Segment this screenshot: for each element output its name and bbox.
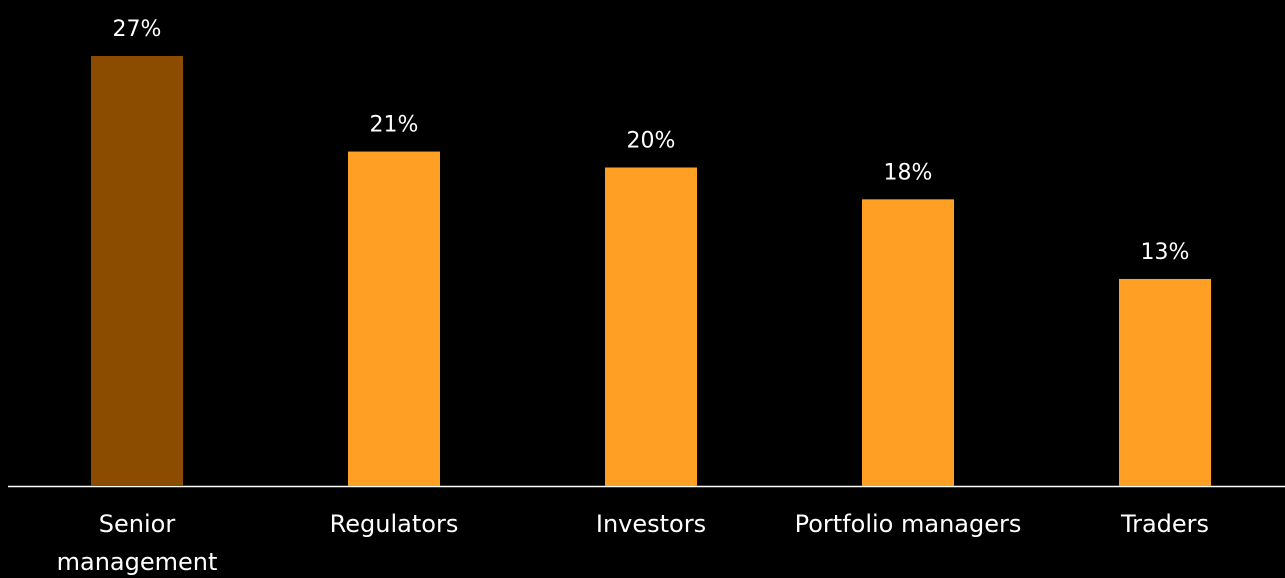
- value-label: 13%: [1141, 240, 1190, 265]
- x-tick-label-line: Senior: [99, 510, 176, 538]
- value-label: 18%: [884, 160, 933, 185]
- bar: [862, 199, 954, 487]
- bar: [605, 167, 697, 486]
- bar: [1119, 278, 1211, 486]
- value-label: 20%: [627, 128, 676, 153]
- x-tick-label-line: management: [57, 548, 218, 576]
- x-tick-label: Regulators: [330, 510, 459, 538]
- bar: [91, 56, 183, 486]
- bar: [348, 151, 440, 487]
- x-tick-label: Investors: [596, 510, 706, 538]
- value-label: 27%: [113, 17, 162, 42]
- x-tick-label: Senior management: [57, 510, 218, 576]
- value-label: 21%: [370, 113, 419, 138]
- x-tick-label: Traders: [1120, 510, 1209, 538]
- x-tick-label: Portfolio managers: [795, 510, 1022, 538]
